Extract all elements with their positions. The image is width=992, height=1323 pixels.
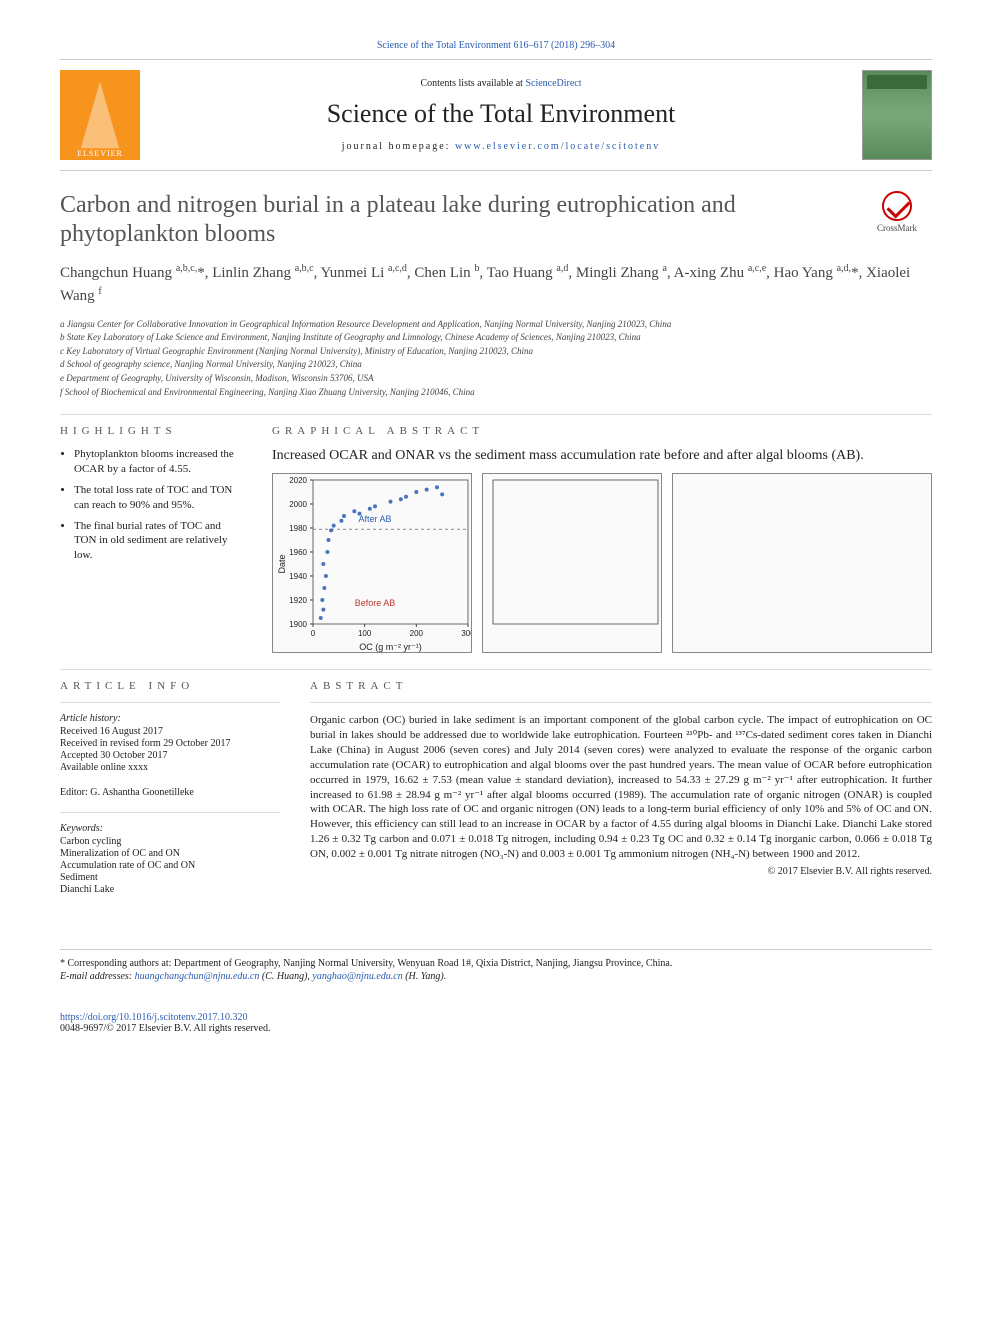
affiliation-line: b State Key Laboratory of Lake Science a… <box>60 331 932 344</box>
affiliation-line: d School of geography science, Nanjing N… <box>60 358 932 371</box>
affiliation-line: c Key Laboratory of Virtual Geographic E… <box>60 345 932 358</box>
keyword: Dianchi Lake <box>60 884 280 895</box>
svg-text:Date: Date <box>277 555 287 574</box>
corresponding-author: * Corresponding authors at: Department o… <box>60 958 932 969</box>
crossmark-badge[interactable]: CrossMark <box>862 191 932 233</box>
journal-title: Science of the Total Environment <box>140 99 862 129</box>
svg-text:0: 0 <box>311 629 316 638</box>
keywords-label: Keywords: <box>60 823 280 834</box>
keyword: Carbon cycling <box>60 836 280 847</box>
affiliation-line: a Jiangsu Center for Collaborative Innov… <box>60 318 932 331</box>
chart-oc-vs-date: 1900 1920 1940 1960 1980 2000 2020 Date 0 100 200 3… <box>272 473 472 653</box>
elsevier-logo-text: ELSEVIER <box>60 149 140 158</box>
history-line: Received in revised form 29 October 2017 <box>60 738 280 749</box>
svg-text:100: 100 <box>358 629 372 638</box>
homepage-link[interactable]: www.elsevier.com/locate/scitotenv <box>455 141 660 152</box>
history-line: Received 16 August 2017 <box>60 726 280 737</box>
email-link[interactable]: huangchangchun@njnu.edu.cn <box>135 971 260 982</box>
svg-text:1940: 1940 <box>289 572 307 581</box>
keyword: Mineralization of OC and ON <box>60 848 280 859</box>
history-line: Available online xxxx <box>60 762 280 773</box>
graphical-abstract-heading: GRAPHICAL ABSTRACT <box>272 425 932 437</box>
issn-copyright: 0048-9697/© 2017 Elsevier B.V. All right… <box>60 1023 270 1034</box>
divider <box>60 669 932 670</box>
svg-text:1960: 1960 <box>289 548 307 557</box>
svg-text:200: 200 <box>410 629 424 638</box>
svg-text:OC (g m⁻² yr⁻¹): OC (g m⁻² yr⁻¹) <box>359 642 422 652</box>
svg-text:After AB: After AB <box>358 514 391 524</box>
sciencedirect-link[interactable]: ScienceDirect <box>525 78 581 89</box>
footer: * Corresponding authors at: Department o… <box>60 949 932 982</box>
affiliation-line: f School of Biochemical and Environmenta… <box>60 386 932 399</box>
authors-list: Changchun Huang a,b,c,*, Linlin Zhang a,… <box>60 261 932 308</box>
graphical-abstract-charts: 1900 1920 1940 1960 1980 2000 2020 Date 0 100 200 3… <box>272 473 932 653</box>
svg-text:Before AB: Before AB <box>355 598 396 608</box>
article-title: Carbon and nitrogen burial in a plateau … <box>60 191 932 249</box>
journal-header: ELSEVIER Contents lists available at Sci… <box>60 59 932 171</box>
keyword: Sediment <box>60 872 280 883</box>
svg-text:1980: 1980 <box>289 524 307 533</box>
abstract-heading: ABSTRACT <box>310 680 932 692</box>
divider <box>60 702 280 703</box>
svg-text:1900: 1900 <box>289 620 307 629</box>
citation-link[interactable]: Science of the Total Environment 616–617… <box>377 40 615 51</box>
history-label: Article history: <box>60 713 280 724</box>
svg-text:1920: 1920 <box>289 596 307 605</box>
highlight-item: The final burial rates of TOC and TON in… <box>74 519 242 564</box>
contents-line: Contents lists available at ScienceDirec… <box>140 78 862 89</box>
editor-line: Editor: G. Ashantha Goonetilleke <box>60 787 280 798</box>
affiliations-list: a Jiangsu Center for Collaborative Innov… <box>60 318 932 399</box>
affiliation-line: e Department of Geography, University of… <box>60 372 932 385</box>
keyword: Accumulation rate of OC and ON <box>60 860 280 871</box>
homepage-line: journal homepage: www.elsevier.com/locat… <box>140 141 862 152</box>
chart-ar-vs-sediment <box>672 473 932 653</box>
highlight-item: The total loss rate of TOC and TON can r… <box>74 483 242 513</box>
elsevier-logo: ELSEVIER <box>60 70 140 160</box>
svg-text:2020: 2020 <box>289 476 307 485</box>
highlight-item: Phytoplankton blooms increased the OCAR … <box>74 447 242 477</box>
abstract-text: Organic carbon (OC) buried in lake sedim… <box>310 713 932 861</box>
doi-link[interactable]: https://doi.org/10.1016/j.scitotenv.2017… <box>60 1012 248 1023</box>
divider <box>60 812 280 813</box>
svg-text:2000: 2000 <box>289 500 307 509</box>
doi-block: https://doi.org/10.1016/j.scitotenv.2017… <box>60 1012 932 1034</box>
divider <box>60 414 932 415</box>
citation-header: Science of the Total Environment 616–617… <box>60 40 932 51</box>
history-line: Accepted 30 October 2017 <box>60 750 280 761</box>
highlights-list: Phytoplankton blooms increased the OCAR … <box>60 447 242 563</box>
email-line: E-mail addresses: huangchangchun@njnu.ed… <box>60 971 932 982</box>
graphical-abstract-caption: Increased OCAR and ONAR vs the sediment … <box>272 447 932 465</box>
divider <box>310 702 932 703</box>
copyright-line: © 2017 Elsevier B.V. All rights reserved… <box>310 866 932 877</box>
svg-text:300: 300 <box>461 629 472 638</box>
article-info-heading: ARTICLE INFO <box>60 680 280 692</box>
journal-cover-thumbnail <box>862 70 932 160</box>
crossmark-icon <box>882 191 912 221</box>
email-link[interactable]: yanghao@njnu.edu.cn <box>312 971 402 982</box>
chart-on-vs-date <box>482 473 662 653</box>
highlights-heading: HIGHLIGHTS <box>60 425 242 437</box>
